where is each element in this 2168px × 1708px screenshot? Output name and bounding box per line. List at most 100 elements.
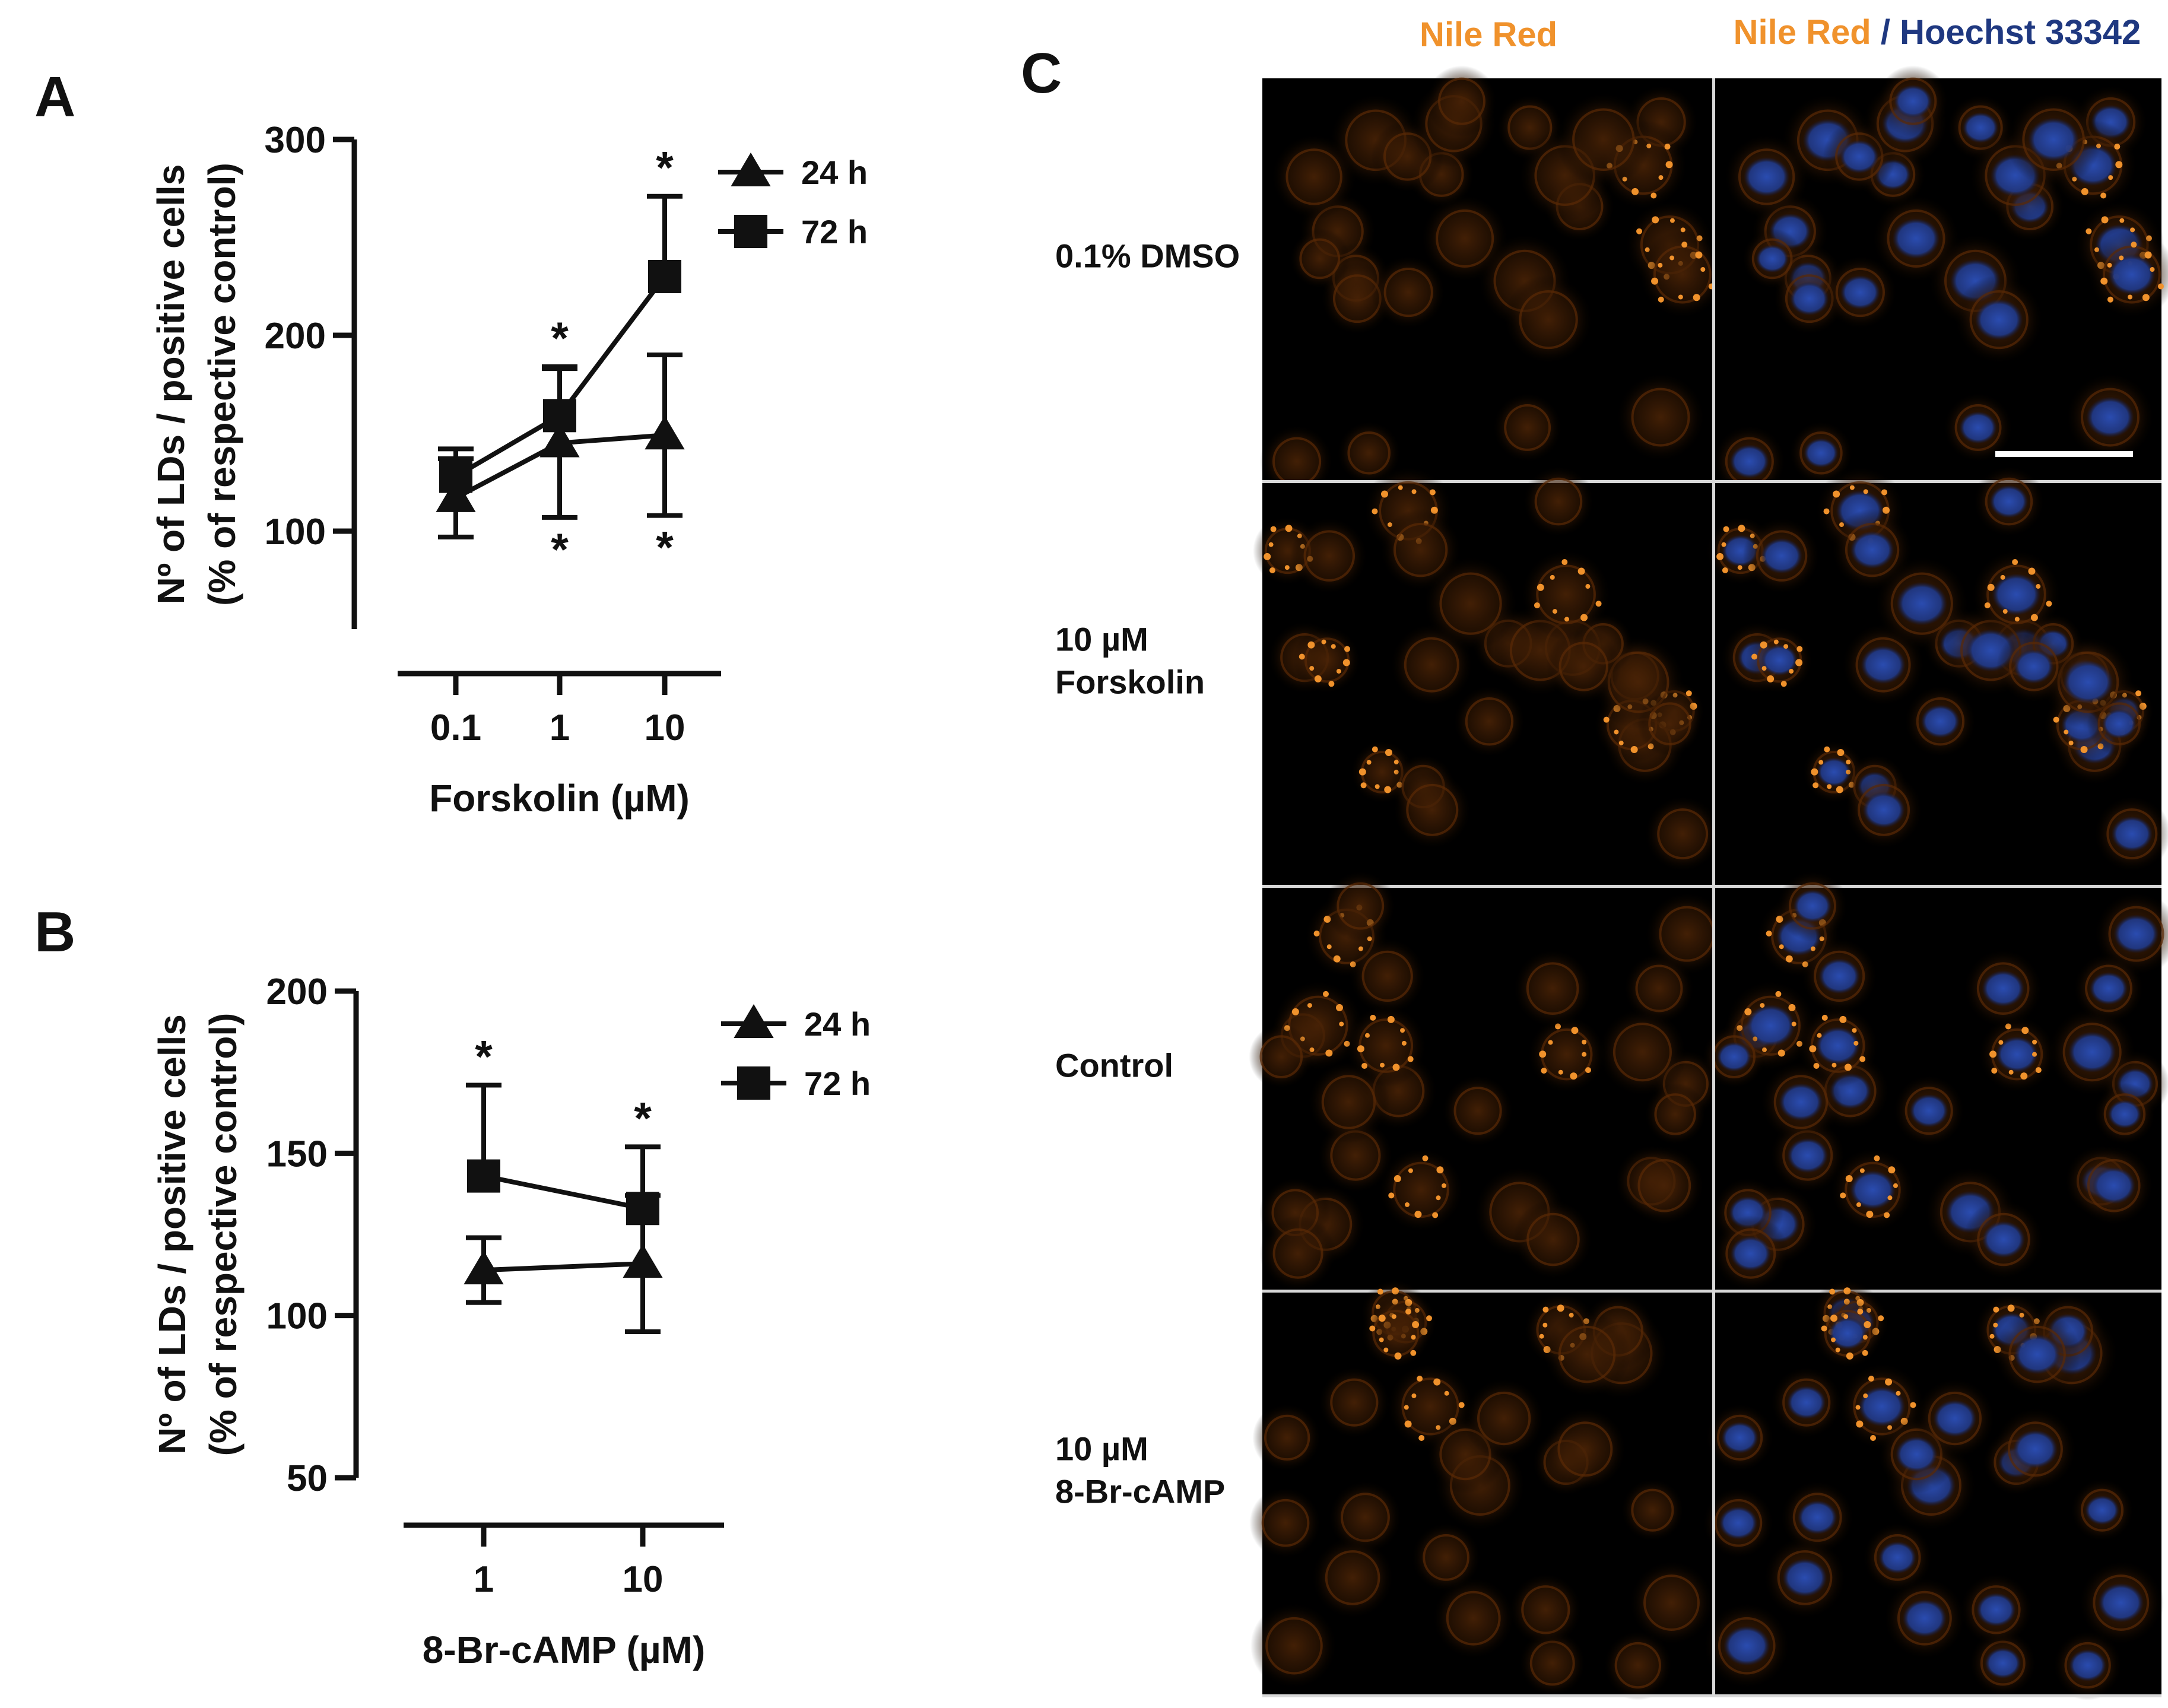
cell-ring-r1-c2-21: [1969, 290, 2029, 350]
lipid-droplet-r3-c2-13-3: [1856, 1202, 1861, 1207]
cell-ring-r3-c2-19: [2087, 1158, 2141, 1212]
cell-cytoplasm-r4-c1-13: [1328, 1480, 1403, 1555]
lipid-droplet-r3-c2-13-2: [1866, 1211, 1874, 1218]
cell-cytoplasm-r3-c1-16: [1597, 1007, 1687, 1097]
lipid-droplet-r2-c1-0-3: [1375, 784, 1380, 789]
lipid-droplet-r3-c2-0-8: [2021, 1027, 2029, 1034]
lipid-droplet-r4-c2-10-2: [1885, 1378, 1893, 1386]
cell-cytoplasm-r3-c1-8: [1623, 953, 1695, 1024]
lipid-droplet-r4-c1-10-4: [1458, 1402, 1465, 1408]
lipid-droplet-r3-c2-15-4: [1775, 990, 1782, 997]
cell-cytoplasm-r2-c1-19: [1644, 795, 1722, 873]
lipid-droplet-r1-c2-23-3: [2150, 266, 2155, 272]
cell-cytoplasm-r3-c1-23: [1259, 1215, 1337, 1292]
cell-cytoplasm-r1-c1-8: [1259, 424, 1334, 499]
lipid-droplet-r4-c1-9-1: [1369, 1325, 1376, 1332]
lipid-droplet-r4-c1-16-0: [1542, 1322, 1548, 1328]
cell-cytoplasm-r4-c1-21: [1250, 1602, 1338, 1690]
lipid-droplet-r3-c1-13-0: [1436, 1195, 1441, 1201]
lipid-droplet-r2-c2-21-0: [2002, 609, 2008, 614]
lipid-droplet-r1-c2-23-4: [2157, 283, 2164, 290]
lipid-droplet-r2-c1-5-9: [1398, 485, 1403, 490]
cell-cytoplasm-r1-c1-21: [1503, 274, 1594, 365]
micrograph-grid: [1249, 65, 2168, 1701]
lipid-droplet-r2-c1-21-2: [1537, 583, 1544, 591]
cell-ring-r3-c1-19: [1637, 1158, 1691, 1212]
lipid-droplet-r1-c1-5-3: [1658, 175, 1664, 180]
cell-ring-r1-c1-17: [1383, 267, 1433, 318]
cell-ring-r1-c2-9: [1954, 404, 2002, 451]
cell-ring-r2-c2-23: [1858, 783, 1910, 836]
lipid-droplet-r2-c1-1-7: [1685, 690, 1692, 697]
lipid-droplet-r2-c1-24-0: [1331, 644, 1336, 649]
cell-nucleus-r2-16: [1989, 485, 2029, 518]
lipid-droplet-r2-c1-0-5: [1358, 768, 1366, 776]
cell-nucleus-r4-10: [1858, 1386, 1906, 1427]
cell-ring-r4-c2-21: [1718, 1617, 1776, 1675]
lipid-droplet-r3-c2-13-0: [1887, 1195, 1893, 1201]
cell-ring-r1-c1-10: [1436, 209, 1494, 268]
lipid-droplet-r3-c1-0-5: [1539, 1050, 1547, 1058]
lipid-droplet-r3-c2-13-8: [1888, 1166, 1896, 1174]
lipid-droplet-r4-c2-9-7: [1862, 1350, 1868, 1356]
lipid-droplet-r4-c2-9-0: [1831, 1337, 1836, 1342]
lipid-droplet-r2-c1-21-9: [1564, 617, 1569, 622]
cell-nucleus-r3-19: [2092, 1167, 2136, 1204]
cell-nucleus-r3-20: [1716, 1042, 1751, 1072]
lipid-droplet-r3-c1-15-3: [1307, 1003, 1312, 1008]
cell-ring-r4-c1-23: [1521, 1585, 1570, 1634]
lipid-droplet-r3-c2-25-7: [1821, 1014, 1828, 1021]
cell-nucleus-r4-15: [1782, 1558, 1827, 1597]
chart-b-y-tick-label-150: 150: [266, 1134, 328, 1174]
cell-cytoplasm-r1-c1-22: [1556, 91, 1652, 188]
lipid-droplet-r1-c2-23-2: [2144, 251, 2152, 259]
lipid-droplet-r2-c2-21-3: [2000, 574, 2005, 580]
cell-ring-r1-c2-10: [1887, 209, 1945, 268]
cell-ring-r3-c1-10: [1526, 962, 1579, 1015]
lipid-droplet-r3-c1-13-1: [1432, 1212, 1439, 1218]
cell-nucleus-r2-18: [1761, 538, 1802, 574]
cell-ring-r2-c2-21: [1986, 564, 2046, 624]
lipid-droplet-r2-c2-24-9: [1773, 639, 1779, 645]
cell-ring-r3-c2-23: [1725, 1228, 1776, 1279]
lipid-droplet-r4-c2-16-1: [1993, 1306, 1999, 1313]
cell-ring-r3-c2-22: [1773, 1075, 1829, 1129]
lipid-droplet-r1-c1-23-8: [1651, 277, 1659, 285]
lipid-droplet-r2-c2-0-6: [1818, 760, 1824, 765]
lipid-droplet-r2-c1-9-8: [1630, 746, 1638, 754]
lipid-droplet-r4-c2-10-7: [1870, 1435, 1877, 1442]
lipid-droplet-r3-c1-15-5: [1335, 1004, 1343, 1011]
lipid-droplet-r2-c2-21-4: [2012, 559, 2018, 566]
lipid-droplet-r2-c1-0-9: [1394, 760, 1399, 765]
cell-cytoplasm-r2-c1-14: [1453, 685, 1526, 758]
lipid-droplet-r2-c2-9-9: [2068, 740, 2074, 745]
lipid-droplet-r3-c2-0-4: [1991, 1068, 1998, 1074]
cell-nucleus-r2-15: [2014, 649, 2054, 684]
chart-a-point-24h-1: [539, 423, 580, 458]
cell-ring-r2-c1-20: [1393, 522, 1448, 577]
micrograph-tile-r4-c2: [1702, 1278, 2164, 1701]
chart-a-point-72h-1: [543, 399, 576, 433]
lipid-droplet-r4-c2-9-4: [1857, 1309, 1864, 1315]
column-header-merged-hoechst: Hoechst 33342: [1900, 13, 2141, 52]
cell-ring-r3-c1-18: [1337, 882, 1385, 930]
lipid-droplet-r2-c2-6-7: [1723, 526, 1729, 532]
lipid-droplet-r2-c1-21-0: [1552, 609, 1557, 614]
cell-ring-r3-c1-24: [1654, 1093, 1696, 1135]
lipid-droplet-r2-c1-5-0: [1411, 489, 1417, 494]
lipid-droplet-r2-c2-24-4: [1780, 681, 1787, 687]
cell-ring-r4-c1-15: [1325, 1550, 1380, 1605]
cell-ring-r4-c1-20: [1557, 1421, 1613, 1477]
row-label-3-line-1: Control: [1055, 1047, 1173, 1084]
cell-cytoplasm-r1-c1-9: [1492, 392, 1563, 463]
lipid-droplet-r2-c2-21-7: [2046, 601, 2052, 607]
lipid-droplet-r3-c2-7-4: [1766, 931, 1772, 937]
lipid-droplet-r4-c2-10-1: [1868, 1376, 1874, 1382]
cell-ring-r2-c1-19: [1657, 808, 1709, 860]
lipid-droplet-r2-c2-6-5: [1716, 553, 1724, 560]
lipid-droplet-r3-c2-13-6: [1859, 1168, 1865, 1173]
cell-ring-r3-c1-11: [1526, 1212, 1580, 1266]
lipid-droplet-r3-c1-7-2: [1333, 955, 1341, 963]
cell-cytoplasm-r2-c1-25: [1423, 555, 1519, 652]
